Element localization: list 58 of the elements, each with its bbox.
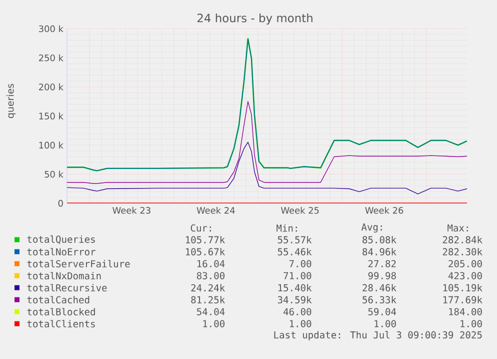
- text: 15.40k: [278, 284, 312, 292]
- legend-label: totalNxDomain: [27, 272, 101, 280]
- text: 24.24k: [191, 284, 225, 292]
- text: 55.57k: [278, 236, 312, 244]
- text: 7.00: [289, 260, 312, 268]
- text: 71.00: [284, 272, 312, 280]
- text: Avg:: [361, 223, 382, 233]
- text: 1.00: [203, 320, 224, 328]
- legend-label: totalRecursive: [27, 284, 107, 292]
- legend-label: totalClients: [27, 320, 95, 328]
- text: 59.04: [368, 308, 396, 316]
- text: 28.46k: [362, 284, 396, 292]
- text: 99.98: [368, 272, 396, 280]
- text: 423.00: [448, 272, 482, 280]
- text: 205.00: [448, 260, 482, 268]
- y-axis-title: queries: [6, 84, 16, 118]
- text: 105.67k: [186, 248, 225, 256]
- text: 184.00: [449, 308, 482, 316]
- y-tick-label: 0: [58, 200, 63, 207]
- text: 84.96k: [362, 248, 396, 256]
- text: 105.77k: [186, 236, 225, 244]
- text: 282.30k: [442, 248, 482, 256]
- text: 34.59k: [278, 296, 312, 304]
- text: Max:: [448, 224, 468, 232]
- text: 1.00: [460, 320, 482, 328]
- text: 55.46k: [278, 248, 312, 256]
- text: 56.33k: [362, 296, 396, 304]
- x-tick-label: Week 24: [196, 206, 235, 214]
- text: 1.00: [290, 320, 312, 328]
- x-tick-label: Week 23: [112, 206, 150, 214]
- legend-label: totalCached: [27, 296, 90, 304]
- text: 81.25k: [191, 296, 225, 304]
- text: Min:: [276, 224, 297, 232]
- legend-label: totalServerFailure: [27, 260, 130, 268]
- text: 54.04: [196, 308, 225, 316]
- legend-label: totalQueries: [27, 235, 95, 244]
- text: Cur:: [190, 224, 211, 232]
- text: 105.19k: [443, 284, 482, 292]
- text: 85.08k: [362, 236, 396, 244]
- text: 177.69k: [443, 296, 482, 304]
- text: Last update: Thu Jul 3 09:00:39 2025: [274, 331, 482, 340]
- y-tick-label: 200 k: [38, 83, 64, 90]
- chart-title: 24 hours - by month: [197, 13, 312, 25]
- text: 1.00: [374, 320, 396, 328]
- y-tick-label: 50 k: [44, 170, 64, 178]
- text: 46.00: [283, 308, 312, 316]
- legend-label: totalNoError: [27, 248, 96, 256]
- x-tick-label: Week 26: [365, 206, 404, 214]
- y-tick-label: 150 k: [39, 112, 64, 120]
- text: 83.00: [196, 272, 224, 280]
- y-tick-label: 250 k: [38, 54, 64, 62]
- text: 282.84k: [442, 236, 482, 244]
- text: 16.04: [197, 260, 225, 268]
- legend-label: totalBlocked: [27, 308, 95, 316]
- x-tick-label: Week 25: [280, 206, 319, 214]
- text: 27.82: [368, 260, 396, 268]
- y-tick-label: 100 k: [39, 142, 64, 149]
- y-tick-label: 300 k: [39, 25, 64, 32]
